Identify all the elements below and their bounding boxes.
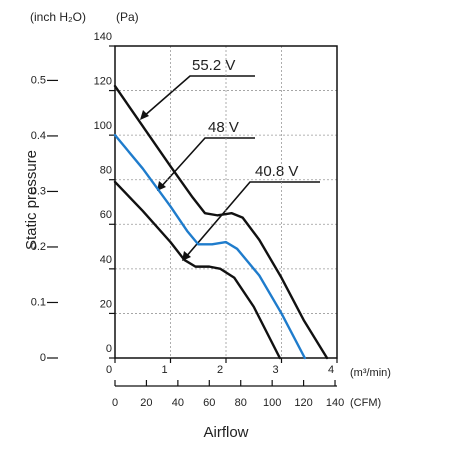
y-tick-label: 80 <box>100 165 112 177</box>
x2-tick-label: 0 <box>112 397 118 409</box>
y2-unit: (inch H₂O) <box>30 10 86 24</box>
y-tick-label: 120 <box>94 75 112 87</box>
x2-tick-label: 100 <box>263 397 281 409</box>
series-line <box>113 84 329 360</box>
arrowhead <box>157 181 166 191</box>
series-label: 40.8 V <box>255 163 298 180</box>
x-tick-label: 2 <box>217 364 223 376</box>
y2-tick-label: 0.4 <box>31 130 46 142</box>
y-tick-label: 20 <box>100 298 112 310</box>
y2-tick-label: 0.2 <box>31 241 46 253</box>
series-line <box>113 133 307 360</box>
series-line <box>113 180 282 360</box>
y2-tick-label: 0 <box>40 352 46 364</box>
y-axis-title: Static pressure <box>23 150 40 250</box>
arrowhead <box>140 110 149 120</box>
x-tick-label: 0 <box>106 364 112 376</box>
callout-leader <box>184 181 320 259</box>
x2-tick-label: 20 <box>140 397 152 409</box>
x-unit: (m³/min) <box>350 367 391 379</box>
x2-unit: (CFM) <box>350 397 381 409</box>
x-tick-label: 4 <box>328 364 334 376</box>
y2-tick-label: 0.1 <box>31 296 46 308</box>
callout-leader <box>159 137 255 189</box>
y-tick-label: 40 <box>100 254 112 266</box>
x2-tick-label: 60 <box>203 397 215 409</box>
y2-tick-label: 0.3 <box>31 185 46 197</box>
series-label: 55.2 V <box>192 57 235 74</box>
y-tick-label: 100 <box>94 120 112 132</box>
x2-tick-label: 120 <box>294 397 312 409</box>
y-tick-label: 0 <box>106 343 112 355</box>
x-tick-label: 3 <box>272 364 278 376</box>
y-tick-label: 60 <box>100 209 112 221</box>
x2-tick-label: 40 <box>172 397 184 409</box>
series-label: 48 V <box>208 119 239 136</box>
x2-tick-label: 140 <box>326 397 344 409</box>
y-tick-label: 140 <box>94 31 112 43</box>
y2-tick-label: 0.5 <box>31 74 46 86</box>
x2-tick-label: 80 <box>235 397 247 409</box>
x-axis-title: Airflow <box>203 424 248 441</box>
x-tick-label: 1 <box>161 364 167 376</box>
y-unit: (Pa) <box>116 10 139 24</box>
callout-leader <box>142 75 255 118</box>
